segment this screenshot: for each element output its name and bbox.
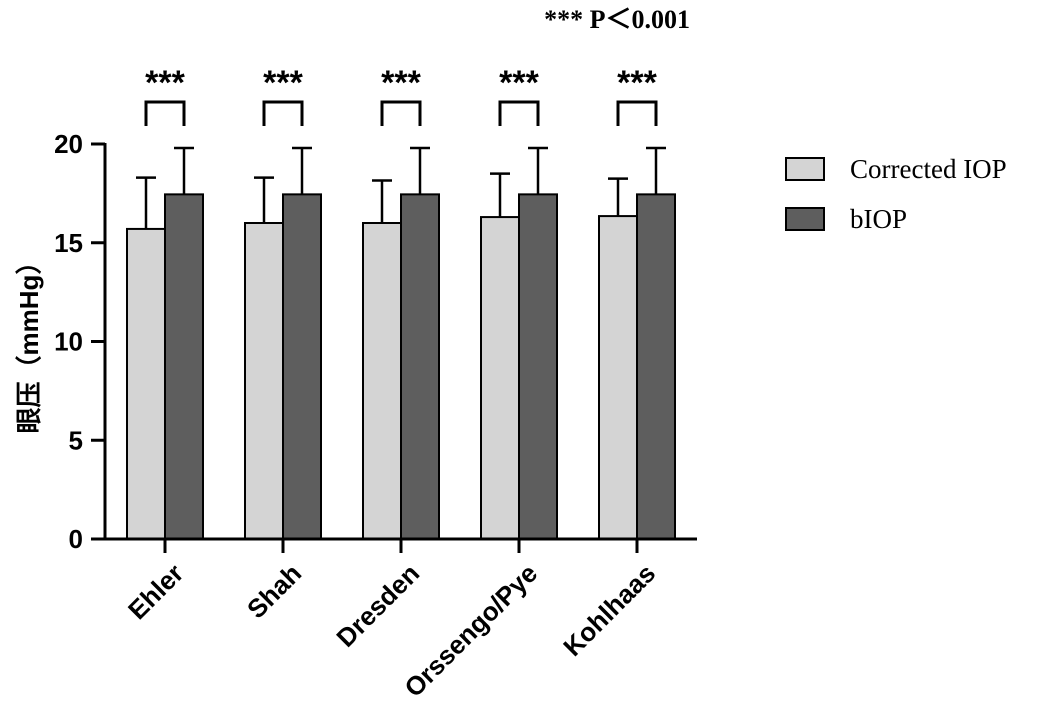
significance-stars: *** — [381, 64, 421, 102]
legend-swatch — [785, 207, 825, 231]
bar — [480, 216, 520, 540]
significance-bracket — [380, 100, 422, 126]
bar — [362, 222, 402, 540]
significance-bracket — [144, 100, 186, 126]
significance-bracket — [498, 100, 540, 126]
y-tick-label: 5 — [69, 425, 83, 455]
significance-bracket — [616, 100, 658, 126]
bar — [598, 215, 638, 540]
y-tick-label: 15 — [54, 228, 83, 258]
x-tick-label: Kohlhaas — [557, 558, 661, 662]
x-tick-label: Ehler — [122, 558, 189, 625]
significance-bracket — [262, 100, 304, 126]
legend-label: Corrected IOP — [850, 154, 1007, 184]
y-tick-label: 20 — [54, 129, 83, 159]
significance-stars: *** — [499, 64, 539, 102]
significance-layer: *** *** *** *** *** — [144, 64, 658, 126]
x-tick-label: Shah — [241, 558, 307, 624]
y-axis-label: 眼压（mmHg） — [14, 249, 44, 434]
significance-stars: *** — [145, 64, 185, 102]
bar — [244, 222, 284, 540]
legend-label: bIOP — [850, 204, 907, 234]
y-tick-label: 10 — [54, 327, 83, 357]
bar — [282, 193, 322, 541]
bar — [518, 193, 558, 541]
significance-stars: *** — [617, 64, 657, 102]
significance-stars: *** — [263, 64, 303, 102]
legend-swatch — [785, 157, 825, 181]
p-value-annotation: *** P＜0.001 — [544, 5, 690, 34]
bars-layer — [126, 146, 676, 541]
legend: Corrected IOP bIOP — [785, 154, 1007, 234]
bar — [126, 227, 166, 541]
y-tick-label: 0 — [69, 524, 83, 554]
bar — [400, 193, 440, 541]
x-tick-label: Dresden — [330, 558, 425, 653]
bar — [636, 193, 676, 541]
bar — [164, 193, 204, 541]
